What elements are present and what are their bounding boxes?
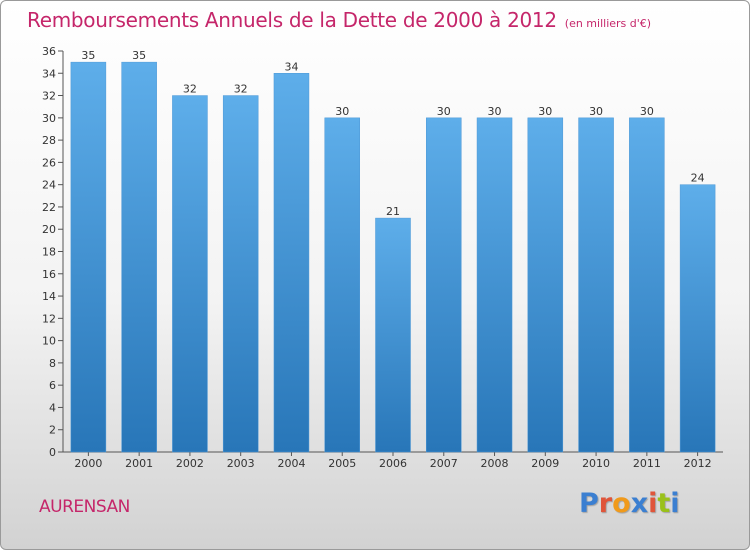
bar-2001: [121, 61, 157, 453]
x-tick-label: 2008: [481, 457, 509, 470]
bar-2002: [172, 95, 208, 453]
x-tick-label: 2003: [227, 457, 255, 470]
x-tick-label: 2001: [125, 457, 153, 470]
x-tick-label: 2004: [277, 457, 305, 470]
bars: [70, 61, 716, 453]
y-tick-label: 32: [42, 90, 56, 103]
x-tick-label: 2007: [430, 457, 458, 470]
logo-letter: x: [630, 488, 649, 519]
logo-letter: i: [648, 488, 658, 519]
bar-2012: [679, 184, 716, 453]
data-label-2010: 30: [589, 105, 603, 118]
bar-2000: [70, 61, 107, 453]
x-tick-label: 2006: [379, 457, 407, 470]
y-tick-label: 10: [42, 335, 56, 348]
y-tick-label: 18: [42, 246, 56, 259]
logo-letter: i: [670, 488, 680, 519]
data-label-2001: 35: [132, 49, 146, 62]
data-label-2006: 21: [386, 205, 400, 218]
bar-2009: [527, 117, 564, 453]
data-label-2000: 35: [81, 49, 95, 62]
y-tick-label: 6: [49, 379, 56, 392]
data-label-2005: 30: [335, 105, 349, 118]
bar-2006: [375, 217, 411, 453]
data-label-2002: 32: [183, 83, 197, 96]
y-tick-label: 14: [42, 290, 56, 303]
data-label-2004: 34: [284, 60, 298, 73]
commune-name: AURENSAN: [39, 497, 130, 517]
y-tick-label: 36: [42, 45, 56, 58]
x-tick-label: 2000: [74, 457, 102, 470]
y-tick-label: 0: [49, 446, 56, 459]
data-label-2008: 30: [488, 105, 502, 118]
bar-2005: [324, 117, 360, 453]
x-tick-label: 2010: [582, 457, 610, 470]
bar-2010: [578, 117, 614, 453]
bar-2007: [426, 117, 462, 453]
proxiti-logo[interactable]: Proxiti: [579, 488, 680, 519]
y-tick-label: 28: [42, 134, 56, 147]
x-tick-label: 2011: [633, 457, 661, 470]
data-label-2011: 30: [640, 105, 654, 118]
y-tick-label: 16: [42, 268, 56, 281]
chart-title: Remboursements Annuels de la Dette de 20…: [27, 8, 557, 32]
bar-2011: [629, 117, 665, 453]
y-tick-label: 4: [49, 401, 56, 414]
data-label-2009: 30: [538, 105, 552, 118]
x-tick-label: 2002: [176, 457, 204, 470]
y-tick-label: 34: [42, 67, 56, 80]
y-tick-label: 30: [42, 112, 56, 125]
logo-letter: P: [579, 488, 599, 519]
logo-letter: o: [612, 488, 631, 519]
y-tick-label: 24: [42, 179, 56, 192]
data-label-2012: 24: [691, 172, 705, 185]
chart-title-block: Remboursements Annuels de la Dette de 20…: [27, 8, 651, 32]
bar-2004: [273, 73, 310, 453]
y-tick-label: 12: [42, 312, 56, 325]
y-tick-label: 26: [42, 156, 56, 169]
logo-letter: r: [598, 488, 613, 519]
y-tick-label: 8: [49, 357, 56, 370]
y-tick-label: 2: [49, 424, 56, 437]
logo-letter: t: [657, 488, 671, 519]
data-label-2007: 30: [437, 105, 451, 118]
bar-2003: [222, 95, 259, 453]
y-tick-label: 20: [42, 223, 56, 236]
data-label-2003: 32: [234, 83, 248, 96]
bar-2008: [476, 117, 513, 453]
y-tick-label: 22: [42, 201, 56, 214]
x-tick-label: 2012: [684, 457, 712, 470]
chart-unit: (en milliers d'€): [564, 17, 652, 30]
x-tick-label: 2009: [531, 457, 559, 470]
data-labels: 35 35 32 32 34 30 21 30 30 30 30 30 24: [81, 49, 704, 218]
x-tick-label: 2005: [328, 457, 356, 470]
